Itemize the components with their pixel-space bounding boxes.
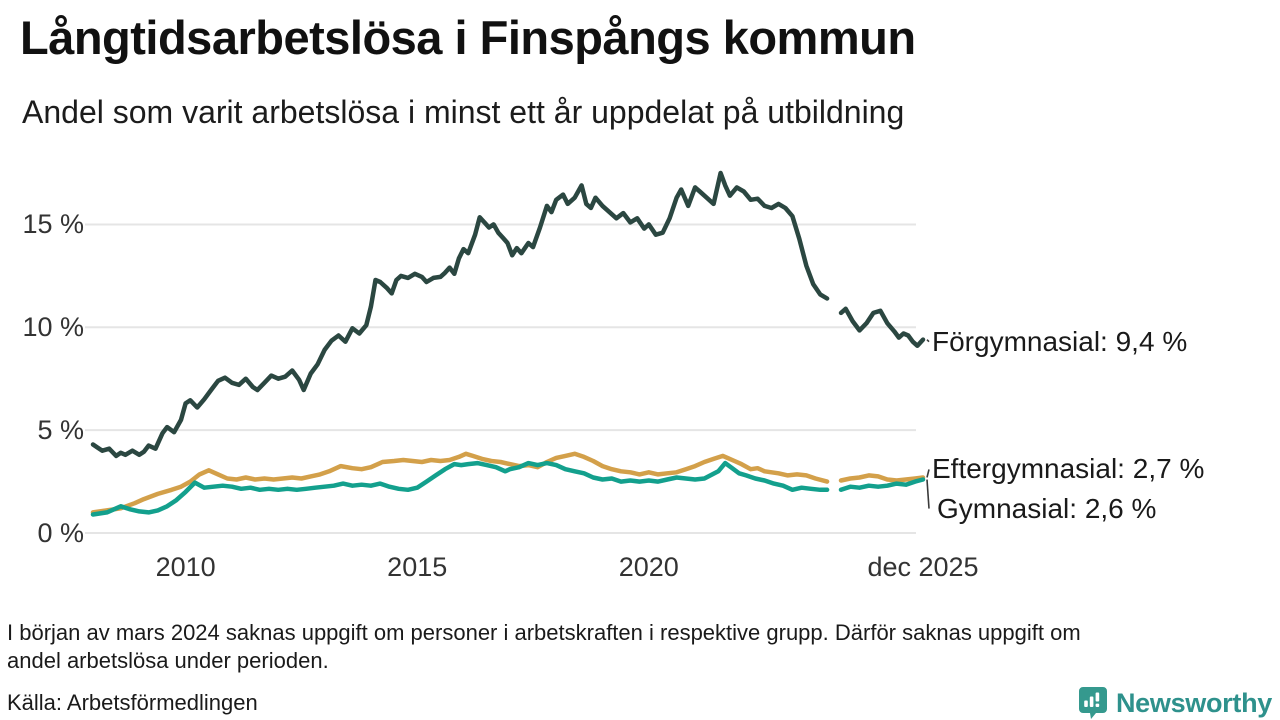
label-connector-gymnasial	[926, 479, 930, 509]
page-subtitle: Andel som varit arbetslösa i minst ett å…	[22, 94, 905, 130]
label-connector-forgymnasial	[926, 339, 930, 343]
series-line-gymnasial	[90, 460, 830, 517]
footnote-line: I början av mars 2024 saknas uppgift om …	[7, 620, 1081, 645]
series-line-forgymnasial	[838, 306, 926, 349]
footnote: I början av mars 2024 saknas uppgift om …	[7, 619, 1081, 675]
source-note: Källa: Arbetsförmedlingen	[7, 690, 258, 715]
series-line-eftergymnasial	[838, 473, 926, 483]
newsworthy-bubble-chart-icon	[1078, 687, 1107, 719]
newsworthy-wordmark: Newsworthy	[1115, 687, 1272, 718]
footnote-line: andel arbetslösa under perioden.	[7, 648, 329, 673]
series-line-eftergymnasial	[90, 451, 830, 515]
label-connector-eftergymnasial	[926, 469, 930, 478]
series-line-gymnasial	[838, 477, 926, 493]
newsworthy-logo: Newsworthy	[1078, 686, 1272, 720]
page-title: Långtidsarbetslösa i Finspångs kommun	[20, 11, 916, 64]
series-line-forgymnasial	[90, 170, 830, 459]
